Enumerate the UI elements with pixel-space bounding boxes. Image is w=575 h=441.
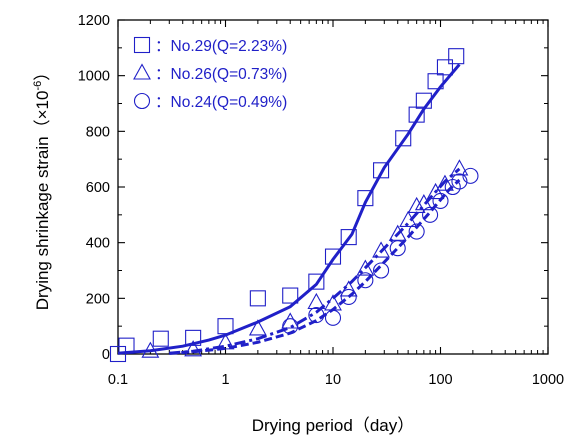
legend-label: ：No.26(Q=0.73%) (155, 66, 287, 83)
triangle-marker (248, 319, 267, 336)
x-tick-label: 1000 (532, 372, 564, 388)
square-marker (436, 59, 453, 76)
square-marker (357, 190, 374, 207)
square-marker (340, 229, 357, 246)
triangle-marker (184, 340, 203, 357)
square-marker (395, 130, 412, 147)
square-marker (373, 162, 390, 179)
circle-marker (408, 223, 425, 240)
square-marker (308, 273, 325, 290)
square-marker (152, 330, 169, 347)
fit-line (169, 167, 461, 355)
circle-marker (357, 272, 374, 289)
y-axis-title-exponent: -6 (32, 81, 44, 91)
y-axis-title-main: Drying shrinkage strain（×10 (33, 91, 52, 311)
y-tick-label: 800 (86, 124, 110, 140)
y-tick-label: 1000 (78, 69, 110, 85)
triangle-marker (339, 280, 358, 297)
triangle-marker (141, 341, 160, 358)
triangle-marker (216, 333, 235, 350)
legend-circle-marker (133, 92, 151, 110)
y-tick-label: 1200 (78, 13, 110, 29)
y-axis-title-suffix: ） (33, 64, 52, 81)
y-tick-label: 600 (86, 180, 110, 196)
circle-marker (462, 167, 479, 184)
square-marker (249, 290, 266, 307)
triangle-marker (436, 174, 454, 191)
triangle-marker (450, 159, 469, 176)
square-marker (109, 345, 127, 363)
legend-square-marker (133, 36, 151, 54)
square-marker (324, 248, 342, 265)
x-axis-title: Drying period（day） (252, 416, 415, 435)
square-marker (415, 92, 432, 109)
triangle-marker (356, 259, 375, 276)
axis-ticks: 0.1 1 10 100 1000 0 200 400 600 800 1000 1200 (78, 13, 564, 388)
y-tick-label: 0 (102, 347, 110, 363)
circle-marker (340, 288, 357, 305)
x-tick-label: 10 (325, 372, 341, 388)
square-marker (185, 329, 202, 346)
circle-marker (432, 192, 449, 209)
triangle-marker (307, 292, 326, 310)
legend-label: ：No.29(Q=2.23%) (155, 38, 287, 55)
circle-marker (308, 306, 325, 324)
square-marker (448, 48, 465, 65)
x-tick-label: 0.1 (108, 372, 128, 388)
circle-marker (444, 178, 461, 196)
x-tick-label: 1 (221, 372, 229, 388)
circle-marker (422, 206, 439, 223)
circle-marker (282, 318, 299, 335)
y-tick-label: 400 (86, 236, 110, 252)
y-axis-title: Drying shrinkage strain（×10-6） (32, 64, 52, 310)
data-markers (109, 48, 479, 363)
circle-marker (373, 262, 390, 279)
legend-label: ：No.24(Q=0.49%) (155, 94, 287, 111)
legend: ：No.29(Q=2.23%) ：No.26(Q=0.73%) ：No.24(Q=0… (133, 36, 287, 111)
square-marker (118, 337, 135, 354)
x-tick-label: 100 (428, 372, 452, 388)
triangle-marker (281, 312, 300, 329)
circle-marker (451, 173, 468, 190)
triangle-marker (426, 182, 445, 200)
y-tick-label: 200 (86, 291, 110, 307)
fit-line (169, 178, 461, 355)
triangle-marker (407, 196, 426, 214)
triangle-marker (414, 194, 433, 211)
square-marker (282, 287, 299, 304)
circle-marker (389, 240, 406, 257)
square-marker (427, 73, 444, 90)
triangle-marker (399, 210, 418, 227)
legend-triangle-marker (133, 63, 151, 80)
circle-marker (324, 309, 342, 326)
triangle-marker (372, 241, 391, 258)
